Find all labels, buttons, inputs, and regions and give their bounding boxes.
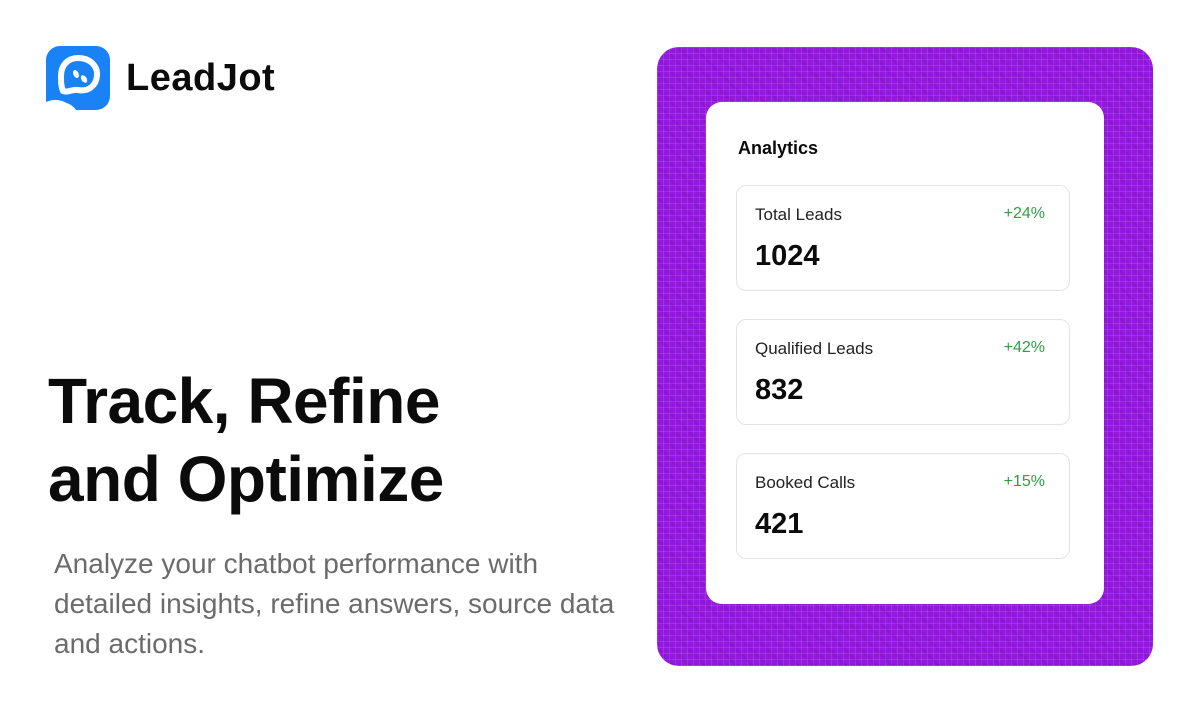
analytics-title: Analytics	[738, 138, 819, 158]
stat-change: +24%	[1003, 205, 1045, 222]
stat-value: 421	[755, 508, 804, 540]
stat-change: +42%	[1003, 339, 1045, 356]
headline-line-1: Track, Refine	[48, 365, 440, 437]
stat-card-qualified-leads: Qualified Leads +42% 832	[736, 319, 1070, 425]
chat-bubble-face-icon	[46, 46, 110, 110]
stat-card-booked-calls: Booked Calls +15% 421	[736, 453, 1070, 559]
subtitle: Analyze your chatbot performance with de…	[54, 548, 615, 659]
brand-name: LeadJot	[126, 56, 276, 99]
headline: Track, Refine and Optimize	[48, 362, 444, 518]
stat-value: 1024	[755, 240, 820, 272]
stat-change: +15%	[1003, 473, 1045, 490]
stat-label: Qualified Leads	[755, 339, 874, 358]
stat-card-total-leads: Total Leads +24% 1024	[736, 185, 1070, 291]
headline-line-2: and Optimize	[48, 443, 444, 515]
stat-label: Total Leads	[755, 205, 842, 224]
stat-value: 832	[755, 374, 804, 406]
stat-label: Booked Calls	[755, 473, 856, 492]
logo: LeadJot	[46, 46, 275, 110]
analytics-card: Analytics Total Leads +24% 1024 Qualifie…	[706, 102, 1104, 604]
